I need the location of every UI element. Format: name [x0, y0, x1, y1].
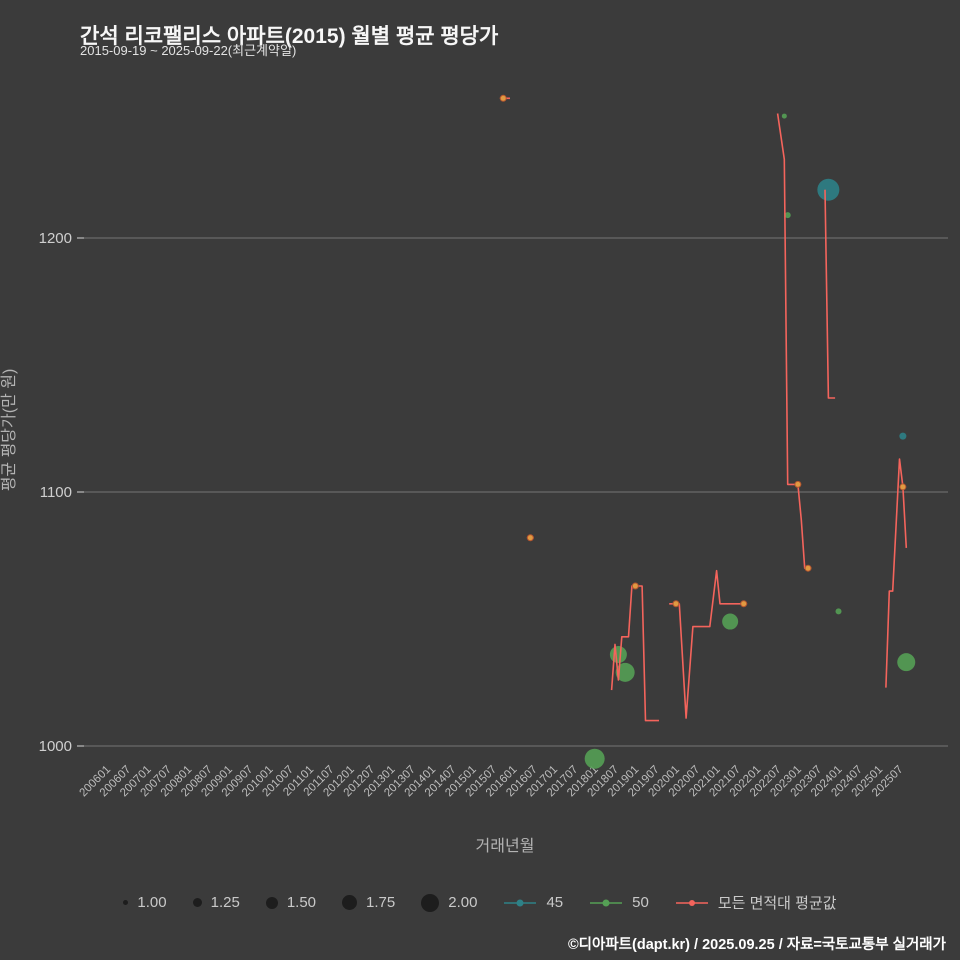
chart-subtitle: 2015-09-19 ~ 2025-09-22(최근계약일)	[80, 43, 297, 58]
legend-series-label: 45	[546, 894, 564, 911]
scatter-point-50	[584, 748, 605, 769]
legend-size-label: 1.00	[137, 894, 167, 911]
scatter-point-50	[784, 212, 791, 219]
legend-size-label: 1.75	[366, 894, 396, 911]
scatter-point-50	[781, 113, 787, 119]
footer-credit: ©디아파트(dapt.kr) / 2025.09.25 / 자료=국토교통부 실…	[567, 937, 946, 953]
scatter-point-50	[609, 646, 627, 664]
line-marker	[804, 564, 812, 572]
legend-series-item: 45	[503, 894, 563, 911]
y-tick-label: 1100	[40, 484, 72, 501]
legend-size-item: 2.00	[421, 893, 478, 912]
legend-series-icon	[504, 899, 537, 906]
line-marker	[672, 600, 680, 608]
scatter-point-45	[817, 178, 840, 201]
legend-size-item: 1.00	[123, 894, 167, 911]
legend-series-item: 모든 면적대 평균값	[675, 892, 837, 913]
legend-series-label: 모든 면적대 평균값	[717, 895, 837, 912]
legend-series-icon	[675, 899, 708, 906]
line-marker	[740, 600, 748, 608]
legend-size-label: 2.00	[448, 894, 478, 911]
y-axis-label: 평균 평당가(만 원)	[0, 369, 18, 492]
line-marker	[499, 94, 507, 102]
line-marker	[899, 483, 907, 491]
legend: 1.00 1.25 1.50 1.75 2.00 45 50 모든 면적대 평균값	[0, 892, 960, 913]
y-tick-label: 1000	[39, 738, 72, 755]
scatter-point-50	[835, 608, 842, 615]
avg-line-segment	[885, 458, 908, 688]
scatter-point-50	[722, 613, 739, 630]
legend-size-item: 1.75	[342, 894, 395, 911]
legend-size-dot	[192, 898, 202, 907]
avg-line-segment	[824, 189, 836, 399]
legend-size-dot	[265, 896, 278, 909]
legend-size-item: 1.25	[192, 894, 240, 911]
line-marker	[794, 480, 802, 488]
avg-line-segment	[776, 113, 812, 570]
scatter-point-45	[899, 432, 907, 440]
x-axis-label: 거래년월	[476, 837, 535, 855]
legend-size-label: 1.25	[210, 894, 240, 911]
chart-title: 간석 리코팰리스 아파트(2015) 월별 평균 평당가	[80, 25, 499, 49]
legend-series-icon	[590, 899, 623, 906]
legend-size-item: 1.50	[265, 894, 317, 911]
legend-size-dot	[342, 895, 358, 910]
legend-size-dot	[421, 893, 440, 912]
legend-series-label: 50	[632, 894, 649, 911]
legend-size-dot	[123, 900, 129, 905]
legend-size-label: 1.50	[286, 894, 317, 911]
avg-line-segment	[610, 585, 659, 722]
chart-svg: 1000110012002006012006072007012007072008…	[0, 94, 948, 855]
legend-series-item: 50	[589, 894, 649, 911]
scatter-point-50	[897, 653, 916, 672]
avg-line-segment	[669, 569, 748, 719]
scatter-point-50	[615, 662, 635, 682]
line-marker	[526, 534, 534, 542]
line-marker	[631, 582, 639, 590]
y-tick-label: 1200	[39, 230, 72, 247]
